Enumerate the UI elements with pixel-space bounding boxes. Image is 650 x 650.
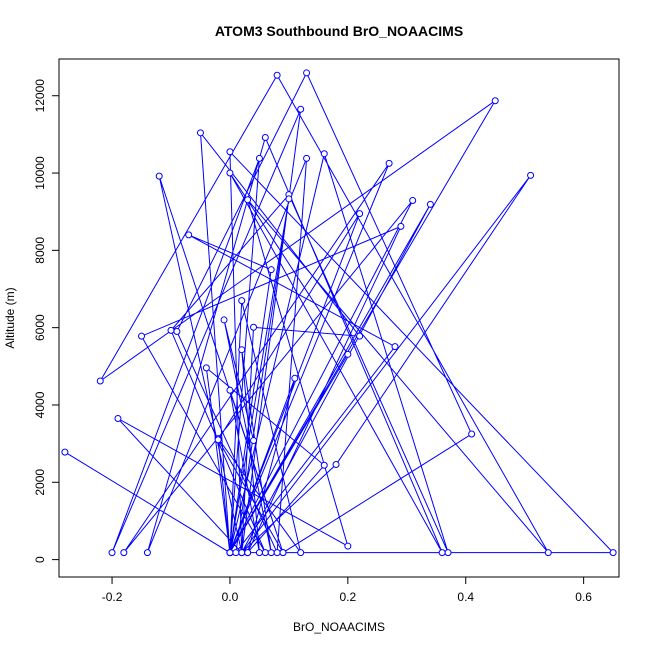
data-point <box>297 105 305 113</box>
data-point <box>226 148 234 156</box>
data-point <box>391 343 399 351</box>
data-point <box>244 549 252 557</box>
data-point <box>196 129 204 137</box>
data-point <box>267 549 275 557</box>
data-point <box>226 549 234 557</box>
data-point <box>297 549 305 557</box>
data-point <box>320 150 328 158</box>
data-point <box>261 133 269 141</box>
data-point <box>273 549 281 557</box>
data-point <box>61 448 69 456</box>
x-tick-label: 0.0 <box>222 590 239 604</box>
data-point <box>356 332 364 340</box>
data-point <box>238 346 246 354</box>
data-point <box>214 436 222 444</box>
y-tick-label: 10000 <box>33 156 47 190</box>
data-point <box>544 549 552 557</box>
data-point <box>397 222 405 230</box>
x-axis: -0.2 0.0 0.2 0.4 0.6 <box>102 576 592 604</box>
y-tick-label: 4000 <box>33 391 47 418</box>
data-point <box>291 374 299 382</box>
data-point <box>444 549 452 557</box>
data-point <box>232 549 240 557</box>
data-point <box>250 437 258 445</box>
data-point <box>155 172 163 180</box>
data-point <box>226 169 234 177</box>
plot-area <box>61 69 617 557</box>
y-tick-label: 8000 <box>33 237 47 264</box>
data-point <box>202 364 210 372</box>
data-point <box>344 542 352 550</box>
data-point <box>438 549 446 557</box>
data-point <box>143 549 151 557</box>
y-tick-label: 0 <box>33 556 47 563</box>
data-point <box>96 377 104 385</box>
data-point <box>273 71 281 79</box>
y-tick-label: 6000 <box>33 314 47 341</box>
data-point <box>279 549 287 557</box>
data-point <box>114 415 122 423</box>
data-point <box>220 316 228 324</box>
data-point <box>426 200 434 208</box>
data-point <box>261 549 269 557</box>
data-point <box>320 461 328 469</box>
data-point <box>238 297 246 305</box>
data-point <box>255 549 263 557</box>
x-tick-label: -0.2 <box>102 590 123 604</box>
data-point <box>409 196 417 204</box>
data-point <box>303 154 311 162</box>
data-point <box>108 549 116 557</box>
data-point <box>609 549 617 557</box>
data-point <box>226 386 234 394</box>
y-axis-label: Altitude (m) <box>3 287 17 348</box>
chart-title: ATOM3 Southbound BrO_NOAACIMS <box>215 23 463 39</box>
data-point <box>185 231 193 239</box>
y-axis: 0 2000 4000 6000 8000 10000 12000 <box>33 79 60 563</box>
data-point <box>285 195 293 203</box>
y-tick-label: 12000 <box>33 79 47 113</box>
data-point <box>332 461 340 469</box>
data-point <box>255 154 263 162</box>
data-point <box>527 171 535 179</box>
data-point <box>267 266 275 274</box>
data-point <box>244 196 252 204</box>
x-axis-label: BrO_NOAACIMS <box>293 620 385 634</box>
data-point <box>468 430 476 438</box>
x-tick-label: 0.2 <box>339 590 356 604</box>
data-point <box>120 549 128 557</box>
data-point <box>344 350 352 358</box>
data-point <box>250 323 258 331</box>
data-point <box>385 159 393 167</box>
series-line <box>64 71 615 555</box>
data-point <box>173 328 181 336</box>
data-point <box>356 210 364 218</box>
data-point <box>491 97 499 105</box>
data-point <box>167 326 175 334</box>
data-point <box>303 69 311 77</box>
x-tick-label: 0.4 <box>457 590 474 604</box>
y-tick-label: 2000 <box>33 469 47 496</box>
data-point <box>138 332 146 340</box>
data-point <box>238 549 246 557</box>
x-tick-label: 0.6 <box>575 590 592 604</box>
